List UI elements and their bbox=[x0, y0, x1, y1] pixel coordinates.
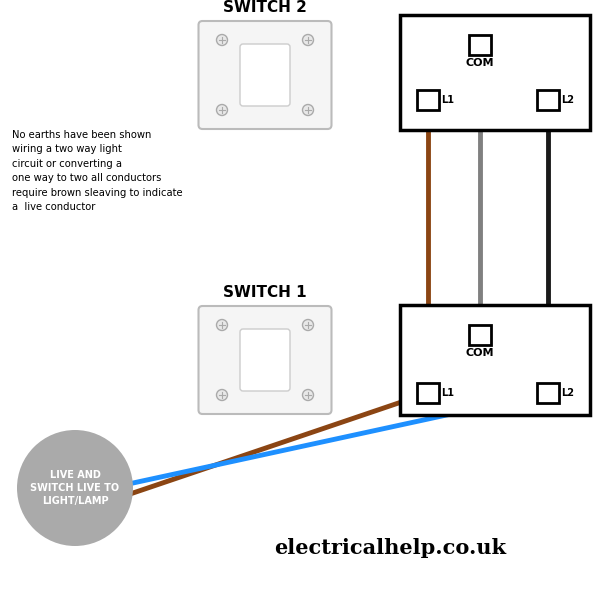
Text: LIVE AND
SWITCH LIVE TO
LIGHT/LAMP: LIVE AND SWITCH LIVE TO LIGHT/LAMP bbox=[31, 470, 119, 506]
Circle shape bbox=[302, 34, 314, 46]
Text: No earths have been shown
wiring a two way light
circuit or converting a
one way: No earths have been shown wiring a two w… bbox=[12, 130, 182, 212]
Text: L2: L2 bbox=[561, 388, 574, 398]
Bar bbox=[417, 383, 439, 403]
Text: COM: COM bbox=[466, 58, 494, 68]
Text: electricalhelp.co.uk: electricalhelp.co.uk bbox=[274, 538, 506, 558]
FancyBboxPatch shape bbox=[240, 44, 290, 106]
Text: COM: COM bbox=[466, 348, 494, 358]
Bar bbox=[400, 305, 590, 415]
Text: SWITCH 2: SWITCH 2 bbox=[223, 0, 307, 15]
Bar bbox=[469, 35, 491, 55]
Text: SWITCH 1: SWITCH 1 bbox=[223, 285, 307, 300]
Text: L2: L2 bbox=[561, 95, 574, 105]
Circle shape bbox=[217, 319, 227, 331]
Circle shape bbox=[17, 430, 133, 546]
FancyBboxPatch shape bbox=[199, 306, 331, 414]
Circle shape bbox=[217, 104, 227, 115]
Circle shape bbox=[217, 34, 227, 46]
FancyBboxPatch shape bbox=[240, 329, 290, 391]
Bar bbox=[537, 383, 559, 403]
FancyBboxPatch shape bbox=[199, 21, 331, 129]
Text: L1: L1 bbox=[441, 388, 454, 398]
Circle shape bbox=[302, 104, 314, 115]
Bar bbox=[417, 90, 439, 110]
Bar bbox=[537, 90, 559, 110]
Circle shape bbox=[302, 389, 314, 401]
Circle shape bbox=[217, 389, 227, 401]
Bar bbox=[400, 15, 590, 130]
Bar bbox=[469, 325, 491, 345]
Circle shape bbox=[302, 319, 314, 331]
Text: L1: L1 bbox=[441, 95, 454, 105]
